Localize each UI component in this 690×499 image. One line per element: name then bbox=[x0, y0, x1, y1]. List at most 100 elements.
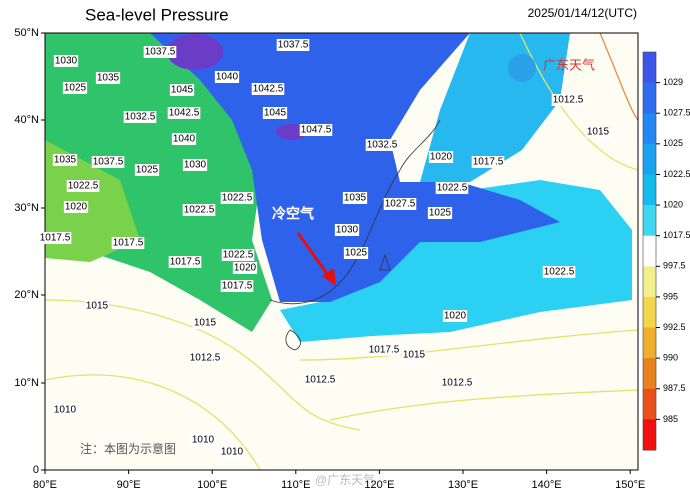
contour-label: 1020 bbox=[65, 202, 88, 213]
contour-label-bg bbox=[38, 232, 72, 244]
contour-label-bg bbox=[169, 84, 195, 96]
contour-label: 1030 bbox=[55, 56, 78, 67]
contour-label: 1020 bbox=[234, 263, 257, 274]
contour-label: 1020 bbox=[430, 152, 453, 163]
lon-label: 90°E bbox=[117, 479, 141, 491]
contour-label-bg bbox=[66, 180, 100, 192]
colorbar-label: 992.5 bbox=[663, 322, 686, 332]
lon-label: 140°E bbox=[532, 479, 562, 491]
colorbar-segment bbox=[643, 82, 656, 114]
contour-label: 1022.5 bbox=[544, 267, 575, 278]
colorbar-segment bbox=[643, 52, 656, 84]
dynamic-layer: 50°N 40°N 30°N 20°N 10°N 0 80°E 90°E 100°E 110°E 1… bbox=[14, 27, 690, 491]
logo-icon bbox=[508, 54, 536, 82]
lat-label: 20°N bbox=[14, 289, 39, 301]
colorbar-label: 1025 bbox=[663, 138, 683, 148]
isobar bbox=[299, 329, 639, 361]
colorbar-label: 990 bbox=[663, 353, 678, 363]
contour-label: 1015 bbox=[587, 127, 610, 138]
contour-label-bg bbox=[585, 126, 611, 138]
contour-label: 1022.5 bbox=[222, 193, 253, 204]
contour-label: 1012.5 bbox=[190, 353, 221, 364]
contour-label: 1040 bbox=[216, 72, 239, 83]
contour-label-bg bbox=[62, 82, 88, 94]
green-region bbox=[45, 33, 272, 332]
coastlines bbox=[269, 119, 441, 351]
colorbar-segment bbox=[643, 143, 656, 175]
contour-label: 1012.5 bbox=[442, 378, 473, 389]
colorbar-segment bbox=[643, 205, 656, 237]
logo-text: 广东天气 bbox=[543, 57, 595, 72]
contour-label: 1020 bbox=[444, 311, 467, 322]
colorbar-segment bbox=[643, 358, 656, 390]
contour-label: 1022.5 bbox=[223, 250, 254, 261]
contour-label-bg bbox=[334, 224, 360, 236]
colorbar-segment bbox=[643, 235, 656, 267]
contour-label-bg bbox=[63, 201, 89, 213]
contour-label-bg bbox=[91, 156, 125, 168]
island bbox=[285, 329, 301, 351]
contour-label-bg bbox=[214, 71, 240, 83]
contour-label-bg bbox=[123, 111, 157, 123]
lon-label: 100°E bbox=[197, 479, 227, 491]
contour-label: 1040 bbox=[173, 134, 196, 145]
isobar bbox=[44, 374, 261, 471]
contour-label-bg bbox=[251, 83, 285, 95]
colorbar-label: 1017.5 bbox=[663, 230, 690, 240]
contour-label-bg bbox=[471, 156, 505, 168]
lat-label: 30°N bbox=[14, 202, 39, 214]
isobar bbox=[599, 32, 639, 121]
contour-label-bg bbox=[52, 404, 78, 416]
contour-label-bg bbox=[342, 192, 368, 204]
arrow-head bbox=[322, 268, 336, 286]
contour-label-bg bbox=[84, 300, 110, 312]
contour-label: 1010 bbox=[192, 435, 215, 446]
contour-label: 1017.5 bbox=[473, 157, 504, 168]
colorbar-segment bbox=[643, 419, 656, 451]
lat-label: 0 bbox=[33, 464, 39, 476]
contour-label: 1022.5 bbox=[68, 181, 99, 192]
contour-lines bbox=[44, 32, 639, 471]
colorbar-frame bbox=[642, 51, 657, 451]
contour-label-bg bbox=[401, 349, 427, 361]
contour-label-bg bbox=[440, 377, 474, 389]
contour-label-bg bbox=[143, 46, 177, 58]
contour-label-bg bbox=[134, 164, 160, 176]
contour-label-bg bbox=[182, 204, 216, 216]
contour-label: 1015 bbox=[194, 318, 217, 329]
contour-label: 1017.5 bbox=[40, 233, 71, 244]
contour-label: 1042.5 bbox=[169, 108, 200, 119]
contour-label-bg bbox=[167, 107, 201, 119]
contour-label: 1045 bbox=[171, 85, 194, 96]
colorbar-label: 1022.5 bbox=[663, 169, 690, 179]
contour-label-bg bbox=[232, 262, 258, 274]
island bbox=[379, 253, 391, 271]
contour-label: 1035 bbox=[54, 155, 77, 166]
contour-label: 1027.5 bbox=[385, 199, 416, 210]
contour-label-bg bbox=[299, 124, 333, 136]
colorbar-label: 987.5 bbox=[663, 383, 686, 393]
contour-label-bg bbox=[53, 55, 79, 67]
timestamp: 2025/01/14/12(UTC) bbox=[528, 6, 637, 20]
contour-label: 1017.5 bbox=[113, 238, 144, 249]
contour-label-bg bbox=[383, 198, 417, 210]
contour-label-bg bbox=[111, 237, 145, 249]
high-core bbox=[167, 34, 223, 70]
contour-label-bg bbox=[95, 72, 121, 84]
contour-label: 1017.5 bbox=[222, 281, 253, 292]
contour-label-bg bbox=[192, 317, 218, 329]
colorbar-segment bbox=[643, 113, 656, 145]
contour-label-bg bbox=[343, 247, 369, 259]
map-area bbox=[44, 32, 639, 471]
contour-label-bg bbox=[303, 374, 337, 386]
contour-label: 1035 bbox=[97, 73, 120, 84]
contour-label-bg bbox=[427, 207, 453, 219]
contour-label: 1025 bbox=[136, 165, 159, 176]
contour-label: 1037.5 bbox=[278, 40, 309, 51]
colorbar-segment bbox=[643, 266, 656, 298]
contour-label: 1017.5 bbox=[369, 345, 400, 356]
contour-label: 1022.5 bbox=[437, 183, 468, 194]
note: 注：本图为示意图 bbox=[80, 441, 176, 456]
colorbar-segment bbox=[643, 174, 656, 206]
